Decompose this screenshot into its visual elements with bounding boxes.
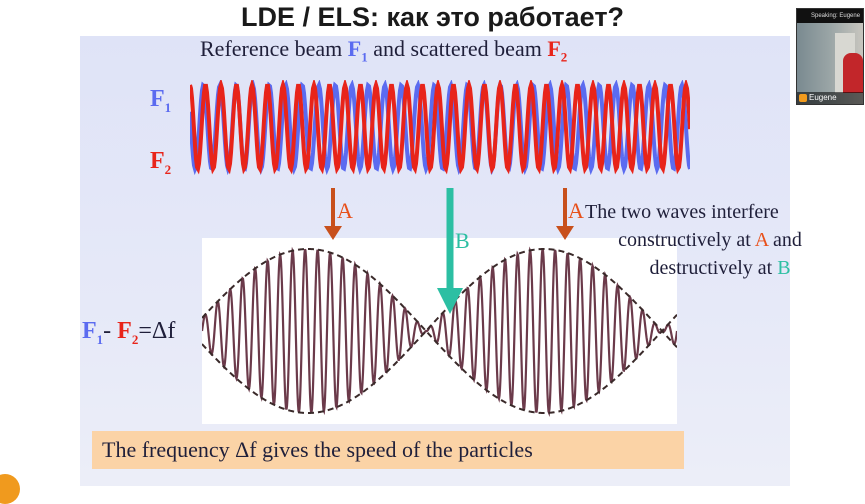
desc-line-1: The two waves interfere xyxy=(585,201,779,223)
participant-figure xyxy=(843,53,863,93)
arrows-layer xyxy=(324,188,574,314)
subtitle-f2: F2 xyxy=(547,36,568,65)
formula-f2: F2 xyxy=(117,318,139,347)
desc-line-2: constructively at A and xyxy=(618,229,802,251)
envelope-top xyxy=(202,248,677,333)
formula-minus: - xyxy=(103,318,118,344)
subtitle-f1: F1 xyxy=(347,36,368,65)
envelope-bottom xyxy=(202,329,677,414)
participant-video-tile[interactable]: Speaking: Eugene Eugene xyxy=(796,8,864,105)
caption-box: The frequency Δf gives the speed of the … xyxy=(92,431,684,469)
mic-icon[interactable] xyxy=(799,94,807,102)
formula-f1: F1 xyxy=(82,318,104,347)
wave-label-f2: F2 xyxy=(150,148,172,177)
interference-description: The two waves interfere constructively a… xyxy=(585,198,835,282)
wave-label-f1: F1 xyxy=(150,86,172,115)
arrow-down-icon xyxy=(437,188,463,314)
beat-wave xyxy=(202,246,677,418)
wave-f2 xyxy=(190,80,690,175)
arrow-down-icon xyxy=(324,188,342,240)
subtitle-text-1: Reference beam xyxy=(200,36,348,61)
arrow-down-icon xyxy=(556,188,574,240)
slide-title: LDE / ELS: как это работает? xyxy=(240,2,625,32)
subtitle-text-2: and scattered beam xyxy=(367,36,548,61)
desc-line-3: destructively at B xyxy=(649,257,791,279)
marker-a-right: A xyxy=(568,198,584,223)
participant-name: Eugene xyxy=(797,92,863,104)
beat-formula: F1- F2=Δf xyxy=(82,318,175,348)
slide-subtitle: Reference beam F1 and scattered beam F2 xyxy=(200,36,567,65)
formula-delta-f: =Δf xyxy=(138,318,176,344)
beam-waves xyxy=(190,80,690,176)
marker-a-left: A xyxy=(337,198,353,223)
wave-f1 xyxy=(190,80,690,176)
beat-waveform xyxy=(202,246,677,418)
speaking-indicator: Speaking: Eugene xyxy=(797,9,863,23)
marker-b: B xyxy=(455,228,470,253)
